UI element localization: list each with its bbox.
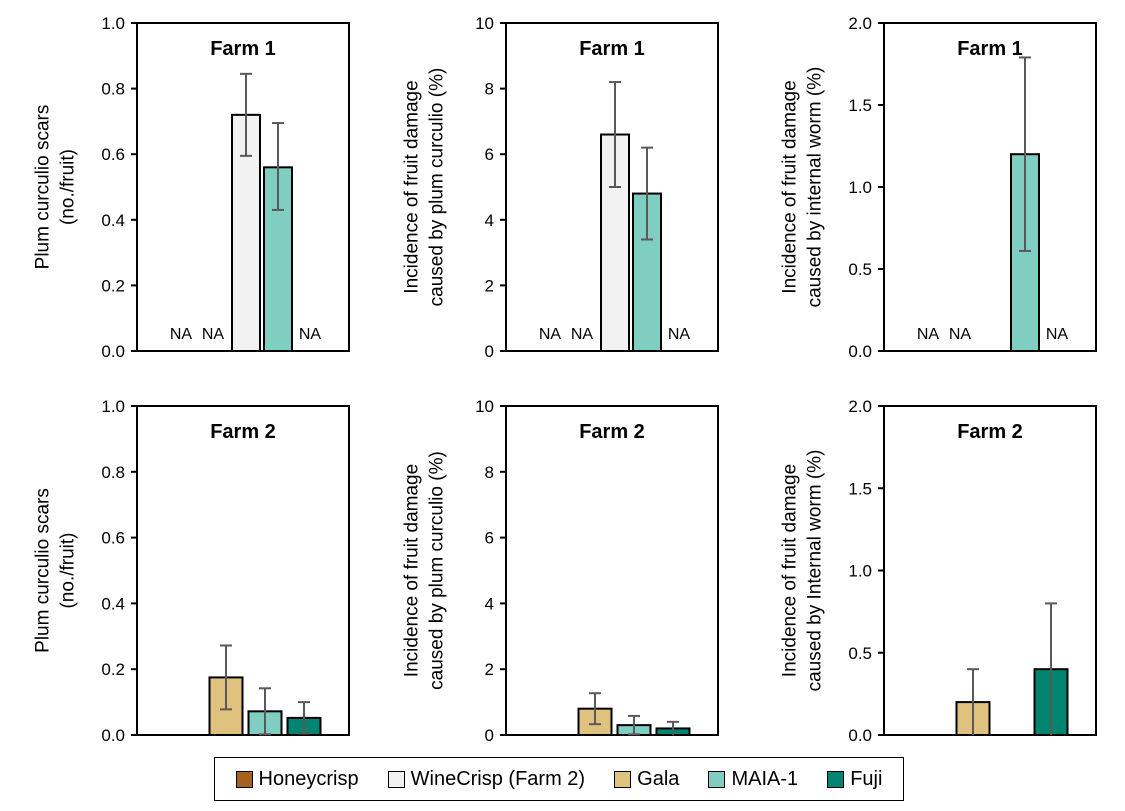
y-tick-label: 2 bbox=[485, 660, 494, 679]
y-tick-label: 0.5 bbox=[848, 644, 872, 663]
bar-maia-1 bbox=[1010, 153, 1040, 352]
panel-title: Farm 2 bbox=[579, 421, 645, 443]
y-tick-label: 0.6 bbox=[101, 145, 125, 164]
y-tick-label: 0.2 bbox=[101, 276, 125, 295]
y-tick-label: 0.6 bbox=[101, 529, 125, 548]
legend-swatch bbox=[387, 770, 405, 788]
y-tick-label: 8 bbox=[485, 80, 494, 99]
legend-label: Honeycrisp bbox=[258, 767, 359, 790]
y-tick-label: 2 bbox=[485, 276, 494, 295]
y-tick-label: 1.0 bbox=[848, 562, 872, 581]
y-tick-label: 0 bbox=[485, 726, 494, 745]
y-tick-label: 10 bbox=[475, 14, 494, 33]
legend-label: MAIA-1 bbox=[731, 767, 799, 790]
na-label: NA bbox=[539, 326, 562, 343]
legend-swatch bbox=[827, 770, 845, 788]
y-axis-label: (no./fruit) bbox=[58, 532, 79, 608]
na-label: NA bbox=[1046, 326, 1069, 343]
legend-item-honeycrisp: Honeycrisp bbox=[235, 767, 359, 791]
legend-label: Fuji bbox=[850, 767, 883, 790]
y-tick-label: 4 bbox=[485, 211, 494, 230]
y-tick-label: 1.5 bbox=[848, 479, 872, 498]
panel-title: Farm 2 bbox=[957, 421, 1023, 443]
y-axis-label: Incidence of fruit damage bbox=[402, 464, 423, 677]
na-label: NA bbox=[170, 326, 193, 343]
plot-frame bbox=[883, 22, 1097, 352]
y-axis-label: caused by internal worm (%) bbox=[805, 67, 826, 308]
y-axis-label: caused by Internal worm (%) bbox=[805, 450, 826, 692]
legend-label: Gala bbox=[637, 767, 680, 790]
y-axis-label: Plum curculio scars bbox=[33, 105, 54, 270]
na-label: NA bbox=[949, 326, 972, 343]
legend-item-winecrisp: WineCrisp (Farm 2) bbox=[387, 767, 586, 791]
y-axis-label: caused by plum curculio (%) bbox=[427, 451, 448, 690]
y-tick-label: 0.5 bbox=[848, 260, 872, 279]
y-tick-label: 10 bbox=[475, 397, 494, 416]
y-tick-label: 6 bbox=[485, 145, 494, 164]
legend-swatch bbox=[708, 770, 726, 788]
y-tick-label: 1.5 bbox=[848, 96, 872, 115]
y-tick-label: 8 bbox=[485, 463, 494, 482]
y-tick-label: 0.8 bbox=[101, 80, 125, 99]
y-tick-label: 1.0 bbox=[848, 178, 872, 197]
y-axis-label: Plum curculio scars bbox=[33, 488, 54, 653]
y-axis-label: Incidence of fruit damage bbox=[780, 80, 801, 293]
y-tick-label: 6 bbox=[485, 529, 494, 548]
legend-swatch bbox=[614, 770, 632, 788]
panel-title: Farm 2 bbox=[210, 421, 276, 443]
y-tick-label: 0.2 bbox=[101, 660, 125, 679]
na-label: NA bbox=[668, 326, 691, 343]
y-tick-label: 0.0 bbox=[101, 726, 125, 745]
y-tick-label: 0.0 bbox=[848, 342, 872, 361]
legend-item-maia-1: MAIA-1 bbox=[708, 768, 798, 791]
panel-title: Farm 1 bbox=[210, 38, 276, 60]
legend: Honeycrisp WineCrisp (Farm 2) Gala MAIA-… bbox=[214, 757, 904, 801]
y-tick-label: 0.8 bbox=[101, 463, 125, 482]
y-tick-label: 0.0 bbox=[101, 342, 125, 361]
panel-title: Farm 1 bbox=[957, 38, 1023, 60]
legend-item-fuji: Fuji bbox=[827, 768, 882, 791]
legend-item-gala: Gala bbox=[614, 768, 679, 791]
y-tick-label: 1.0 bbox=[101, 397, 125, 416]
y-tick-label: 0.4 bbox=[101, 211, 125, 230]
y-tick-label: 0.0 bbox=[848, 726, 872, 745]
na-label: NA bbox=[917, 326, 940, 343]
y-tick-label: 2.0 bbox=[848, 397, 872, 416]
y-axis-label: Incidence of fruit damage bbox=[780, 464, 801, 677]
y-tick-label: 0 bbox=[485, 342, 494, 361]
y-tick-label: 1.0 bbox=[101, 14, 125, 33]
legend-swatch bbox=[235, 770, 253, 788]
y-tick-label: 4 bbox=[485, 594, 494, 613]
y-tick-label: 0.4 bbox=[101, 594, 125, 613]
panel-title: Farm 1 bbox=[579, 38, 645, 60]
na-label: NA bbox=[299, 326, 322, 343]
na-label: NA bbox=[202, 326, 225, 343]
y-axis-label: (no./fruit) bbox=[58, 149, 79, 225]
y-tick-label: 2.0 bbox=[848, 14, 872, 33]
y-axis-label: Incidence of fruit damage bbox=[402, 80, 423, 293]
y-axis-label: caused by plum curculio (%) bbox=[427, 68, 448, 307]
legend-label: WineCrisp (Farm 2) bbox=[410, 767, 586, 790]
plot-frame bbox=[505, 405, 719, 736]
na-label: NA bbox=[571, 326, 594, 343]
